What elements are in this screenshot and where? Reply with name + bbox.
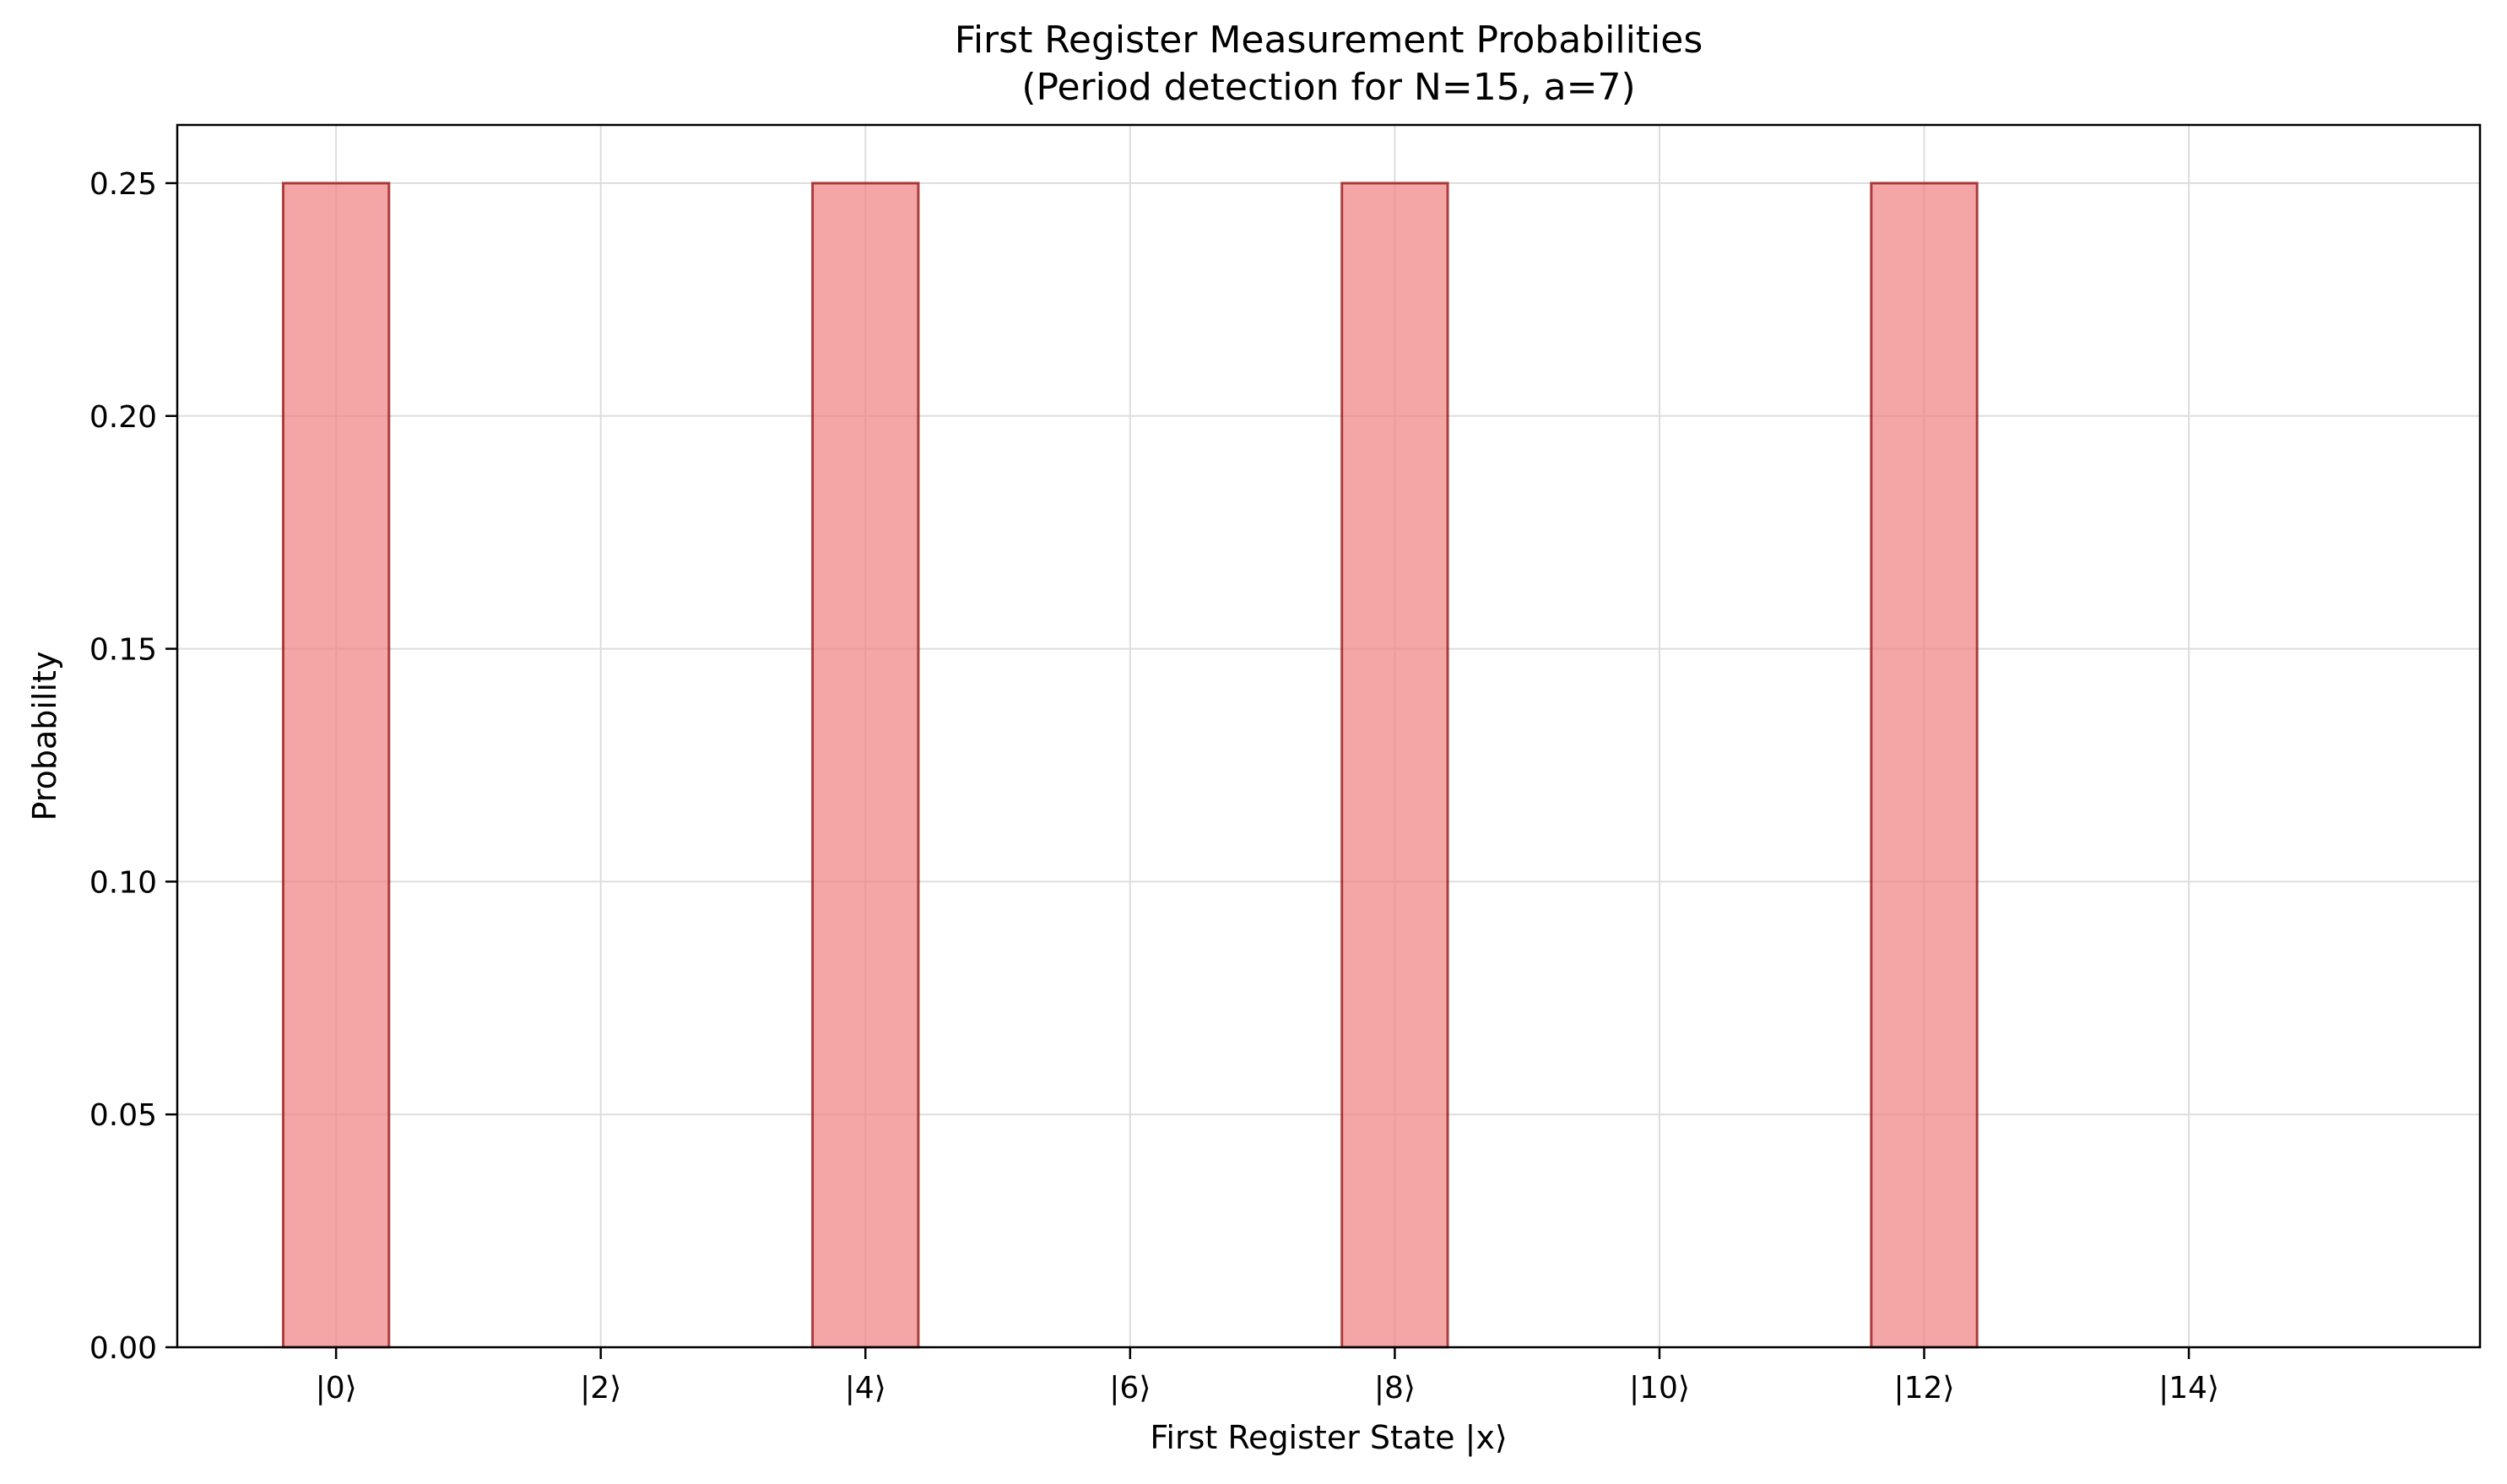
y-tick-label: 0.00	[89, 1331, 157, 1366]
x-axis-ticks: |0⟩ |2⟩ |4⟩ |6⟩ |8⟩ |10⟩ |12⟩ |14⟩	[316, 1347, 2219, 1405]
x-tick-label: |12⟩	[1894, 1371, 1955, 1405]
y-tick-label: 0.10	[89, 865, 157, 900]
bar	[1870, 181, 1979, 1349]
bars	[281, 181, 1979, 1349]
plot-frame	[176, 123, 2482, 1349]
x-tick-label: |14⟩	[2158, 1371, 2219, 1405]
chart-title: First Register Measurement Probabilities	[955, 19, 1703, 62]
x-tick-label: |8⟩	[1374, 1371, 1416, 1405]
x-tick-label: |0⟩	[316, 1371, 357, 1405]
x-axis-label: First Register State |x⟩	[1150, 1419, 1507, 1457]
y-axis-label: Probability	[26, 652, 63, 821]
grid	[177, 125, 2480, 1348]
x-tick-label: |4⟩	[845, 1371, 886, 1405]
bar	[281, 181, 391, 1349]
y-tick-label: 0.25	[89, 167, 157, 202]
y-tick-label: 0.15	[89, 633, 157, 668]
bar	[811, 181, 920, 1349]
chart-subtitle: (Period detection for N=15, a=7)	[1021, 66, 1635, 109]
y-axis-ticks: 0.00 0.05 0.10 0.15 0.20 0.25	[89, 167, 177, 1366]
y-tick-label: 0.20	[89, 400, 157, 435]
x-tick-label: |6⟩	[1109, 1371, 1151, 1405]
x-tick-label: |10⟩	[1629, 1371, 1690, 1405]
x-tick-label: |2⟩	[580, 1371, 621, 1405]
y-tick-label: 0.05	[89, 1098, 157, 1133]
bar	[1340, 181, 1449, 1349]
